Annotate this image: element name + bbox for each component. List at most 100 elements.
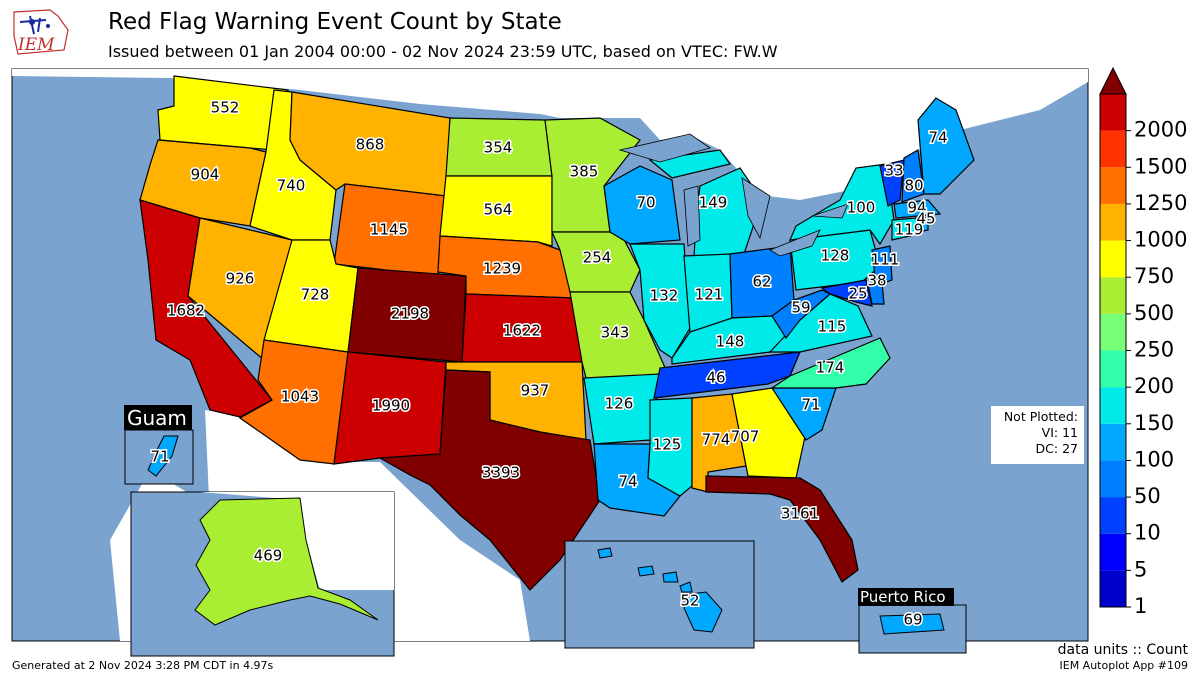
label-sd: 564	[484, 201, 513, 219]
label-tn: 46	[706, 369, 725, 387]
page-subtitle: Issued between 01 Jan 2004 00:00 - 02 No…	[108, 42, 778, 61]
colorbar-swatch	[1100, 533, 1126, 571]
label-vt: 33	[884, 162, 903, 180]
colorbar-tick-label: 50	[1134, 484, 1161, 508]
state-fl	[705, 475, 859, 583]
label-ga: 707	[731, 428, 760, 446]
label-nc: 174	[816, 359, 845, 377]
label-or: 904	[191, 166, 220, 184]
alaska-inset: 469	[130, 491, 395, 657]
colorbar-tick-label: 5	[1134, 557, 1147, 581]
colorbar-swatch	[1100, 203, 1126, 241]
label-wy: 1145	[370, 221, 408, 239]
label-me: 74	[928, 129, 947, 147]
label-mn: 385	[570, 163, 599, 181]
label-md: 25	[848, 285, 867, 303]
not-plotted-dc: DC: 27	[1035, 441, 1078, 456]
label-ar: 126	[605, 395, 634, 413]
label-mi: 149	[699, 194, 728, 212]
label-pa: 128	[821, 247, 850, 265]
data-units-label: data units :: Count	[1057, 642, 1188, 658]
label-va: 115	[818, 318, 847, 336]
colorbar-swatch	[1100, 423, 1126, 461]
state-tn	[653, 351, 801, 399]
label-ok: 937	[521, 382, 550, 400]
state-or	[139, 139, 267, 227]
colorbar-swatch	[1100, 460, 1126, 498]
state-ri	[915, 217, 929, 233]
state-de	[867, 281, 885, 305]
colorbar-swatch	[1100, 167, 1126, 204]
label-ma: 94	[907, 199, 926, 217]
app-label: IEM Autoplot App #109	[1059, 659, 1189, 672]
colorbar-tick-label: 1250	[1134, 191, 1187, 215]
label-wa: 552	[211, 99, 240, 117]
colorbar-swatch	[1100, 240, 1126, 278]
label-al: 774	[702, 431, 731, 449]
colorbar-swatch	[1100, 277, 1126, 314]
colorbar-swatch	[1100, 387, 1126, 424]
label-pr: 69	[903, 611, 922, 629]
colorbar-tick-label: 10	[1134, 521, 1161, 545]
canada-land	[12, 69, 1088, 200]
state-me	[917, 97, 975, 195]
label-oh: 62	[752, 273, 771, 291]
state-ma	[893, 199, 942, 219]
label-ky: 148	[716, 333, 745, 351]
label-mo: 343	[601, 324, 630, 342]
label-gu: 71	[150, 448, 169, 466]
iem-logo-icon: IEM	[13, 9, 69, 55]
label-ri: 45	[916, 210, 935, 228]
state-wi	[603, 165, 681, 245]
colorbar-swatch	[1100, 350, 1126, 388]
state-ct	[891, 217, 919, 241]
colorbar-tick-label: 750	[1134, 264, 1174, 288]
label-tx: 3393	[482, 464, 520, 482]
label-ut: 728	[301, 286, 330, 304]
label-wv: 59	[791, 299, 810, 317]
puerto-rico-title: Puerto Rico	[860, 588, 946, 606]
label-id: 740	[277, 177, 306, 195]
label-ne: 1239	[483, 260, 521, 278]
label-nd: 354	[484, 139, 513, 157]
label-hi: 52	[680, 592, 699, 610]
colorbar-swatch	[1100, 94, 1126, 131]
label-ms: 125	[653, 436, 682, 454]
label-nv: 926	[226, 270, 255, 288]
state-labels: 552 904 1682 926 740 868 1145 728 1043 2…	[165, 97, 949, 524]
label-mt: 868	[356, 136, 385, 154]
colorbar-tick-label: 1500	[1134, 154, 1187, 178]
colorbar-tick-label: 500	[1134, 301, 1174, 325]
not-plotted-heading: Not Plotted:	[1003, 409, 1078, 424]
not-plotted-box: Not Plotted: VI: 11 DC: 27	[991, 406, 1084, 464]
label-de: 38	[867, 272, 886, 290]
label-ny: 100	[847, 199, 876, 217]
label-co: 2198	[391, 305, 429, 323]
state-vt	[879, 159, 905, 207]
label-la: 74	[618, 473, 637, 491]
colorbar-tick-label: 100	[1134, 447, 1174, 471]
colorbar-extend-triangle	[1099, 66, 1127, 95]
label-sc: 71	[801, 396, 820, 414]
colorbar-tick-label: 2000	[1134, 118, 1187, 142]
hawaii-inset: 52	[564, 540, 755, 649]
label-ca: 1682	[167, 302, 205, 320]
state-tx	[377, 369, 601, 591]
colorbar-swatch	[1100, 130, 1126, 168]
state-md	[820, 279, 873, 307]
label-ak: 469	[254, 547, 283, 565]
label-nj: 111	[871, 251, 900, 269]
state-nc	[770, 337, 891, 389]
guam-inset: Guam 71	[124, 405, 194, 485]
label-ks: 1622	[503, 322, 541, 340]
guam-title: Guam	[127, 406, 187, 430]
label-ia: 254	[583, 249, 612, 267]
label-nh: 80	[904, 177, 923, 195]
colorbar-tick-label: 150	[1134, 411, 1174, 435]
colorbar-swatch	[1100, 313, 1126, 351]
colorbar-tick-label: 1000	[1134, 228, 1187, 252]
label-wi: 70	[636, 194, 655, 212]
label-il: 132	[650, 287, 679, 305]
not-plotted-vi: VI: 11	[1041, 425, 1078, 440]
